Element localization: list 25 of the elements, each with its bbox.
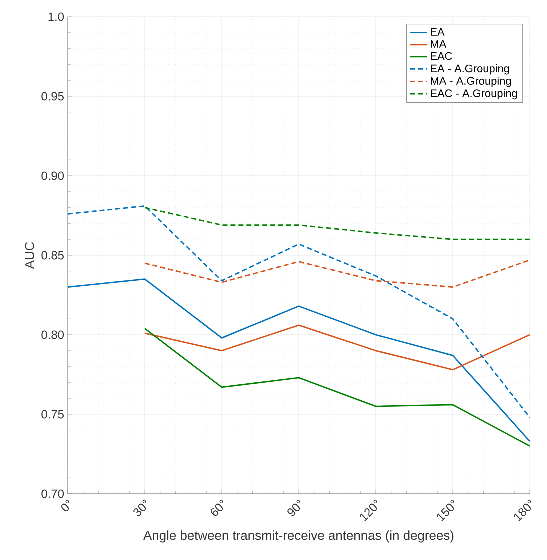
y-tick-label: 0.90 <box>42 172 64 180</box>
y-tick-label: 0.75 <box>42 410 64 419</box>
line-series <box>68 278 530 442</box>
legend-label: EA <box>431 28 445 36</box>
line-series <box>144 324 530 371</box>
y-tick-label: 0.80 <box>42 330 64 340</box>
legend-label: EAC - A.Grouping <box>431 89 518 100</box>
legend-label: EAC <box>431 52 452 60</box>
y-tick-label: 0.95 <box>42 92 64 101</box>
legend-label: MA - A.Grouping <box>431 76 512 88</box>
x-tick-label: 30° <box>134 500 146 516</box>
y-axis-title: AUC <box>25 242 34 270</box>
y-tick-label: 0.70 <box>42 490 64 498</box>
x-tick-label: 60° <box>210 500 224 516</box>
x-tick-label: 90° <box>288 500 300 516</box>
x-tick-label: 0° <box>61 500 70 512</box>
legend-label: EA - A.Grouping <box>431 64 510 75</box>
line-series <box>144 260 530 288</box>
line-series <box>68 206 530 418</box>
line-series <box>144 328 530 447</box>
x-axis-title: Angle between transmit-receive antennas (in degrees) <box>144 530 454 543</box>
y-tick-label: 0.85 <box>42 251 64 260</box>
line-series <box>144 207 530 240</box>
y-tick-label: 1.0 <box>48 12 64 22</box>
legend-label: MA <box>431 40 447 48</box>
